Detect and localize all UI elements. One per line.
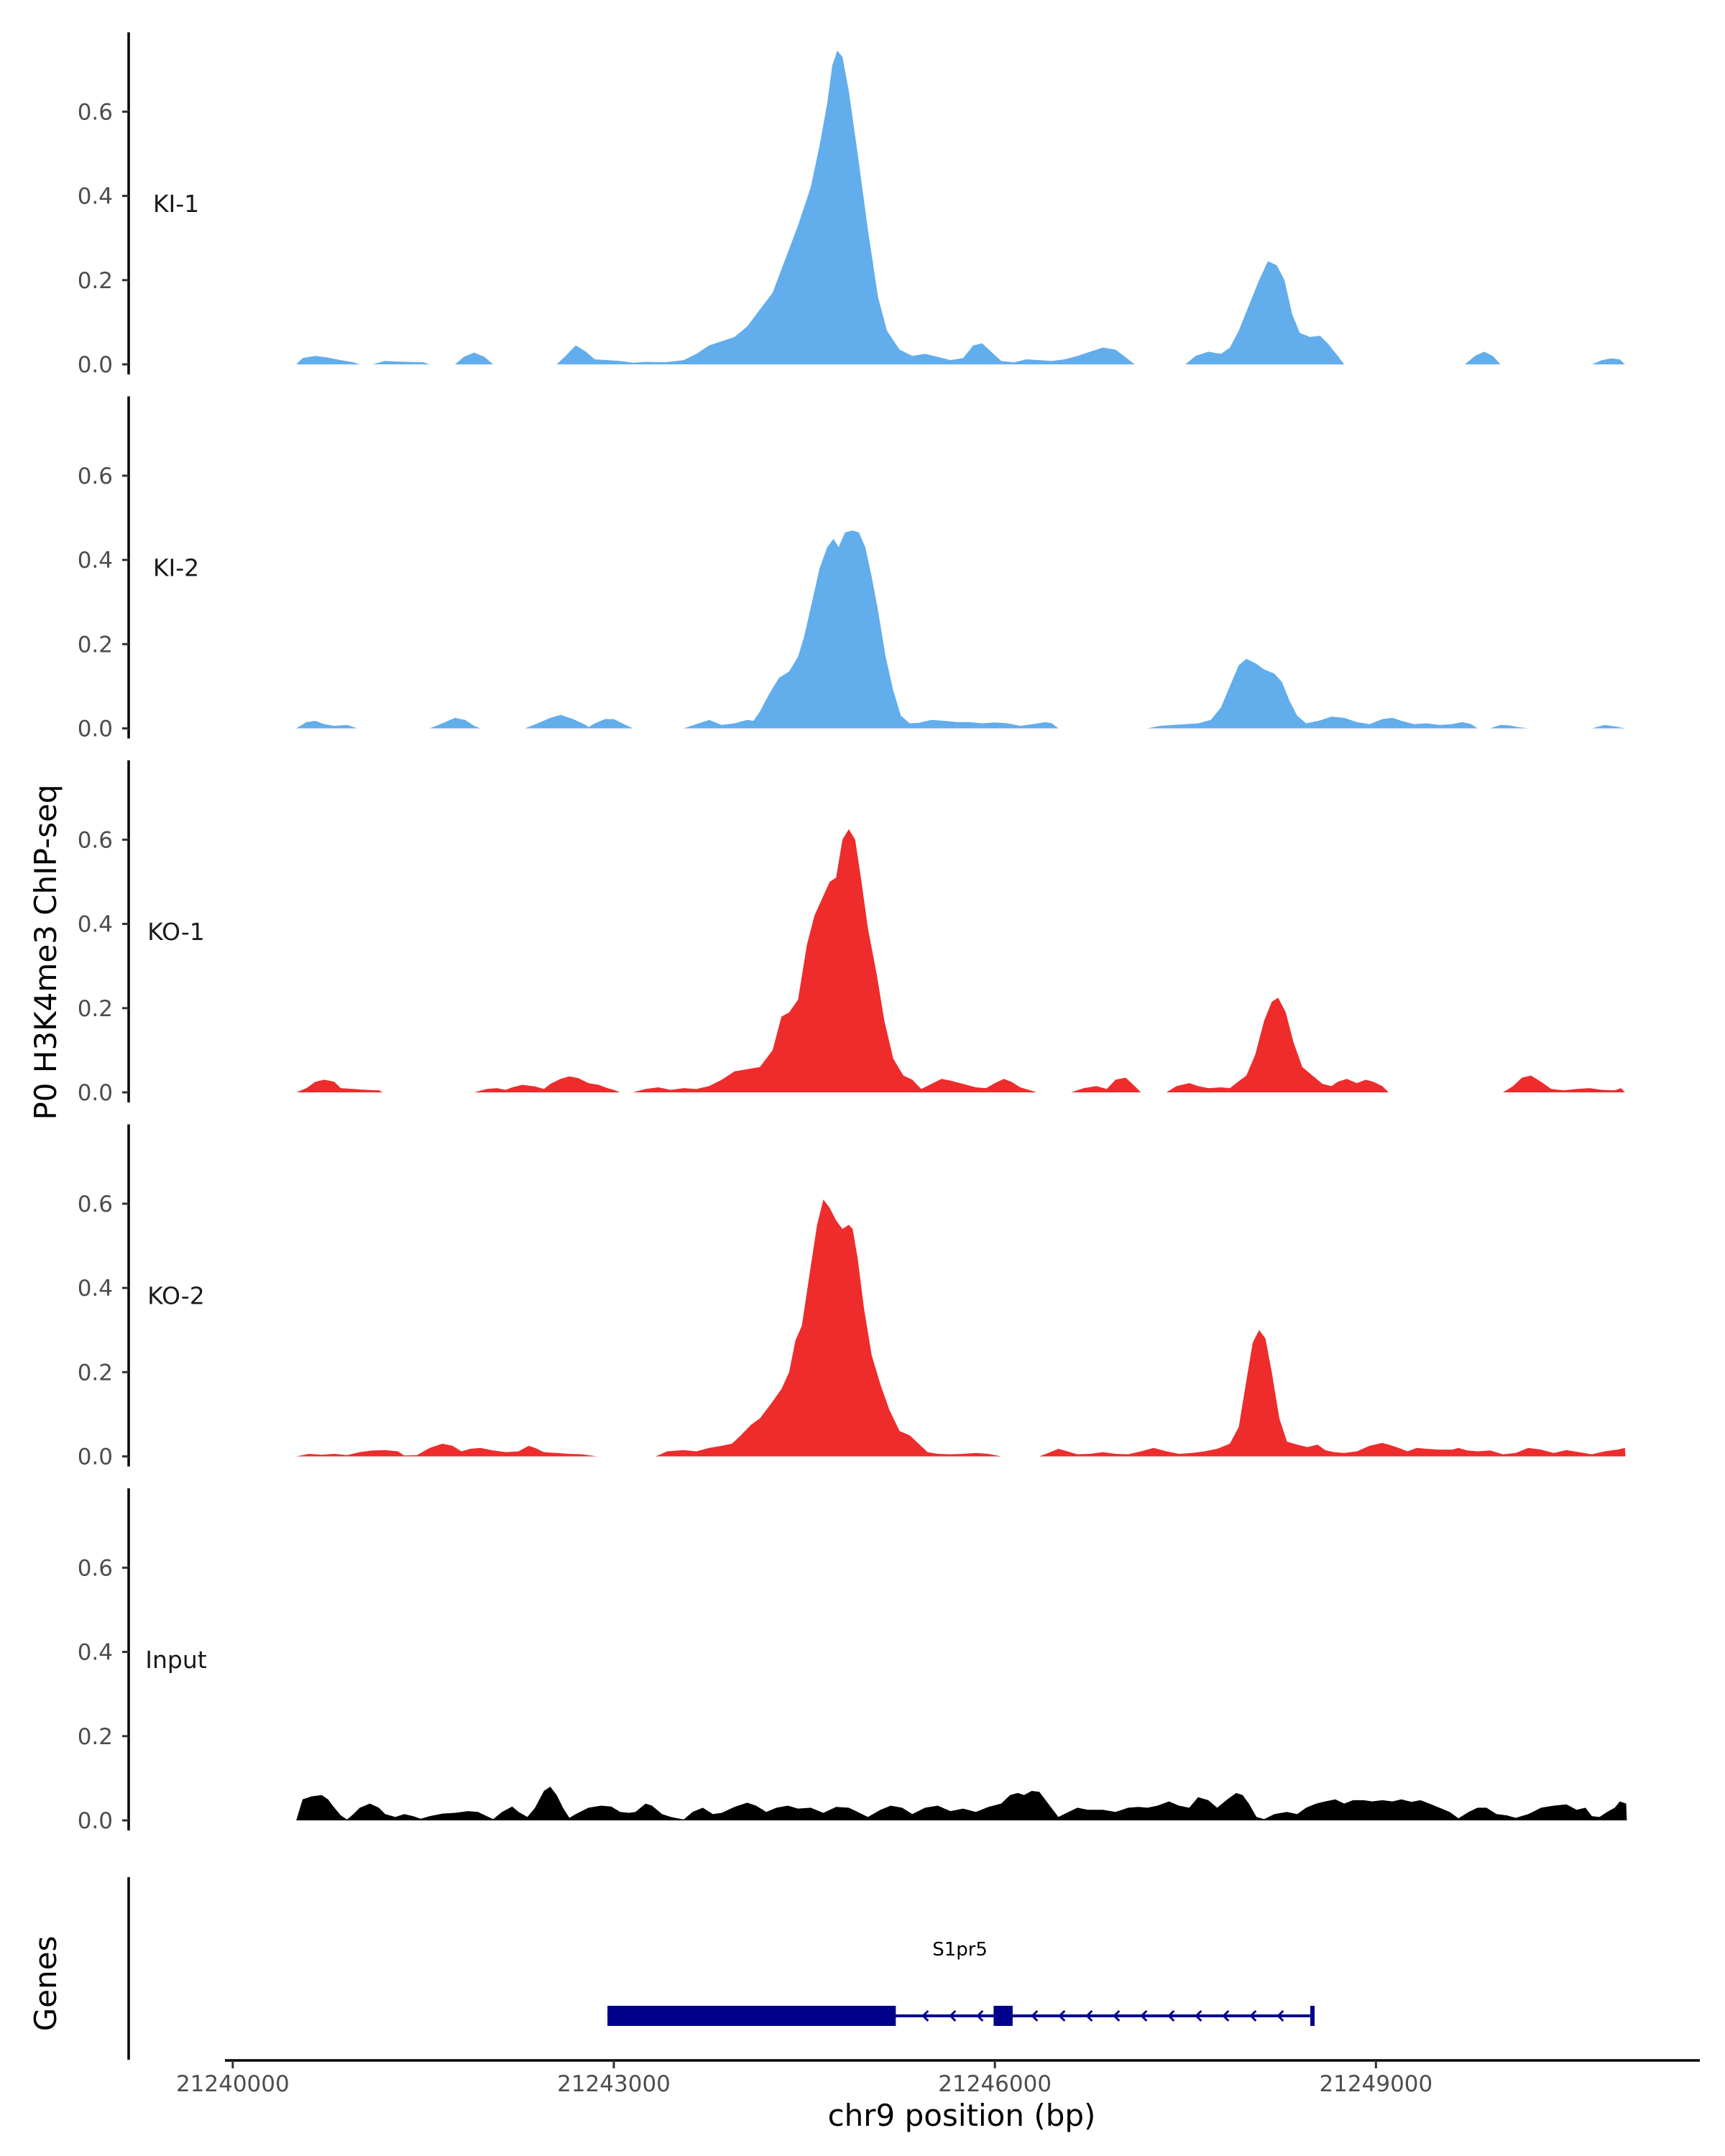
track-ko-1: 0.0 0.2 0.4 0.6 KO-1 (78, 760, 1625, 1106)
signal-area (1490, 724, 1529, 729)
strand-arrow (1140, 2009, 1148, 2022)
x-axis: 21240000 21243000 21246000 21249000 (176, 2059, 1700, 2097)
strand-arrow (921, 2009, 929, 2022)
signal-area (296, 1079, 383, 1092)
y-tick-label: 0.2 (78, 632, 113, 658)
signal-area (1166, 998, 1389, 1092)
signal-area (1071, 1077, 1141, 1092)
signal-area (1503, 1075, 1625, 1092)
signal-area (684, 530, 1059, 729)
gene-name-label: S1pr5 (932, 1939, 988, 1961)
y-tick-label: 0.6 (78, 1192, 113, 1217)
x-tick-label: 21240000 (176, 2071, 290, 2097)
signal-area (525, 714, 633, 729)
strand-arrow (1276, 2009, 1284, 2022)
track-label: KI-2 (153, 554, 199, 582)
signal-area (1039, 1330, 1626, 1457)
signal-area (429, 717, 481, 729)
track-ki-2: 0.0 0.2 0.4 0.6 KI-2 (78, 396, 1625, 742)
y-tick-label: 0.2 (78, 268, 113, 294)
strand-arrow (976, 2009, 984, 2022)
strand-arrow (1249, 2009, 1257, 2022)
y-tick-label: 0.2 (78, 1724, 113, 1750)
x-tick-label: 21246000 (938, 2071, 1052, 2097)
signal-area (296, 721, 357, 729)
track-label: KI-1 (153, 190, 199, 218)
signal-area (1147, 658, 1478, 729)
y-tick-label: 0.0 (78, 1808, 113, 1834)
strand-arrow (1058, 2009, 1066, 2022)
gene-exon (993, 2006, 1013, 2026)
y-tick-label: 0.0 (78, 352, 113, 378)
y-tick-label: 0.0 (78, 717, 113, 742)
signal-area (296, 1787, 1627, 1820)
x-tick-label: 21243000 (557, 2071, 671, 2097)
y-tick-label: 0.6 (78, 464, 113, 489)
y-tick-label: 0.4 (78, 548, 113, 573)
y-tick-label: 0.4 (78, 184, 113, 210)
gene-track: S1pr5 (127, 1877, 1315, 2060)
strand-arrow (1085, 2009, 1093, 2022)
strand-arrow (1113, 2009, 1121, 2022)
y-tick-label: 0.0 (78, 1080, 113, 1106)
y-tick-label: 0.2 (78, 996, 113, 1022)
signal-area (556, 50, 1135, 365)
strand-arrow (1195, 2009, 1202, 2022)
genes-axis-title: Genes (28, 1936, 63, 2032)
signal-area (1591, 358, 1625, 364)
y-axis-title: P0 H3K4me3 ChIP-seq (28, 784, 63, 1120)
track-ki-1: 0.0 0.2 0.4 0.6 KI-1 (78, 32, 1625, 378)
track-input: 0.0 0.2 0.4 0.6 Input (78, 1488, 1627, 1834)
signal-area (1591, 724, 1625, 729)
x-axis-title: chr9 position (bp) (828, 2098, 1096, 2133)
signal-area (474, 1076, 620, 1092)
signal-area (455, 352, 494, 364)
y-tick-label: 0.6 (78, 1555, 113, 1581)
strand-arrow (1222, 2009, 1230, 2022)
signal-area (1465, 351, 1501, 364)
track-ko-2: 0.0 0.2 0.4 0.6 KO-2 (78, 1124, 1626, 1470)
y-tick-label: 0.2 (78, 1360, 113, 1386)
track-label: KO-1 (147, 918, 205, 946)
y-tick-label: 0.4 (78, 912, 113, 938)
signal-area (372, 361, 430, 364)
signal-area (656, 1199, 1001, 1457)
y-tick-label: 0.4 (78, 1640, 113, 1666)
signal-area (1185, 261, 1345, 364)
strand-arrow (1167, 2009, 1175, 2022)
y-tick-label: 0.4 (78, 1276, 113, 1302)
signal-area (296, 356, 360, 364)
x-tick-label: 21249000 (1319, 2071, 1432, 2097)
y-tick-label: 0.6 (78, 99, 113, 125)
signal-area (632, 829, 1037, 1092)
y-tick-label: 0.6 (78, 827, 113, 853)
gene-exon (607, 2006, 896, 2026)
signal-tracks: 0.00.20.40.6KI-10.00.20.40.6KI-20.00.20.… (78, 32, 1627, 1834)
track-label: Input (145, 1646, 207, 1674)
strand-arrow (949, 2009, 957, 2022)
y-tick-label: 0.0 (78, 1445, 113, 1470)
signal-area (296, 1443, 597, 1457)
track-label: KO-2 (147, 1282, 205, 1310)
strand-arrow (1031, 2009, 1039, 2022)
